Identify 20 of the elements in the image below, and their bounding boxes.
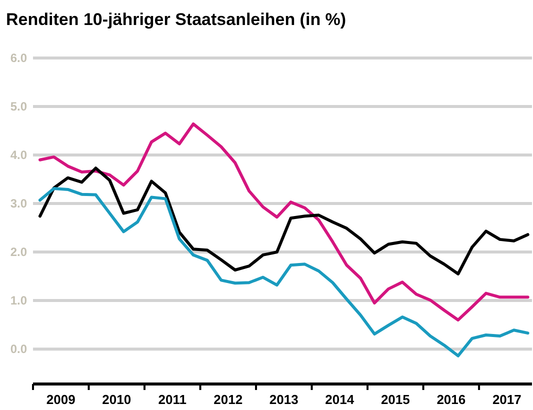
y-tick-label: 0.0 (10, 342, 28, 356)
x-tick-label: 2015 (380, 392, 410, 407)
line-series (38, 166, 530, 276)
y-tick-label: 1.0 (10, 294, 28, 308)
y-tick-label: 4.0 (10, 148, 28, 162)
x-tick-label: 2009 (46, 392, 76, 407)
x-tick-label: 2016 (436, 392, 466, 407)
line-series (38, 186, 530, 358)
x-tick-label: 2013 (269, 392, 298, 407)
chart-title: Renditen 10-jähriger Staatsanleihen (in %) (6, 10, 346, 29)
y-tick-label: 3.0 (10, 196, 28, 211)
x-tick-label: 2011 (158, 392, 186, 407)
line-series (38, 122, 530, 322)
y-tick-label: 5.0 (10, 100, 28, 114)
y-tick-label: 6.0 (10, 51, 28, 65)
x-tick-label: 2014 (325, 392, 355, 407)
x-tick-label: 2017 (492, 392, 522, 407)
x-tick-label: 2010 (102, 392, 132, 407)
y-tick-label: 2.0 (10, 245, 28, 260)
x-tick-label: 2012 (214, 392, 243, 407)
